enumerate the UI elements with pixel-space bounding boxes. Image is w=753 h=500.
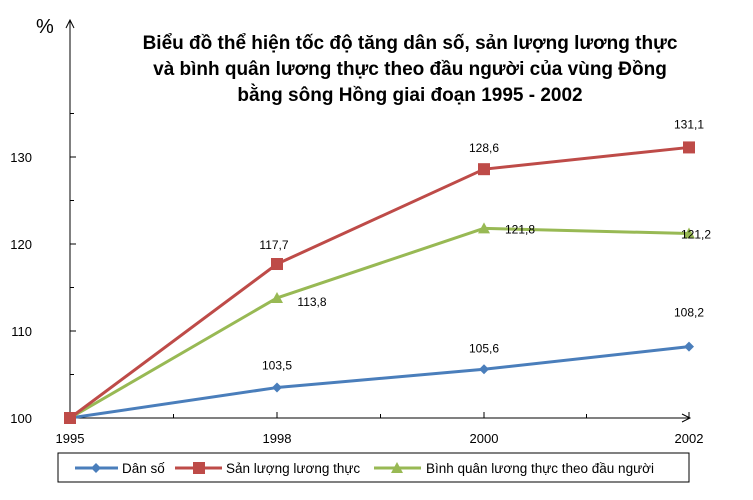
- data-label: 121,2: [681, 228, 711, 242]
- legend-box: [57, 452, 690, 483]
- series-line: [69, 345, 690, 420]
- series-line: [69, 226, 690, 420]
- y-tick-label: 100: [10, 411, 32, 426]
- series-0: [65, 341, 694, 423]
- data-label: 131,1: [674, 117, 704, 131]
- data-label: 108,2: [674, 306, 704, 320]
- chart-title-line-3: bằng sông Hồng giai đoạn 1995 - 2002: [237, 84, 582, 106]
- legend-label: Bình quân lương thực theo đầu người: [426, 461, 654, 476]
- legend-marker: [91, 463, 101, 473]
- legend-item-2: Bình quân lương thực theo đầu người: [374, 461, 654, 476]
- data-point: [683, 227, 695, 239]
- chart-title-line-1: Biểu đồ thể hiện tốc độ tăng dân số, sản…: [143, 33, 678, 54]
- data-point: [479, 364, 489, 375]
- x-tick-label: 2000: [470, 431, 499, 446]
- data-labels: 103,5 105,6 108,2 117,7 128,6 131,1 113,8 121,8…: [259, 117, 711, 372]
- legend-label: Dân số: [122, 461, 165, 476]
- data-point: [272, 382, 282, 393]
- y-tick-label: 130: [10, 150, 32, 165]
- x-tick-label: 2002: [675, 431, 704, 446]
- series-layer: [64, 141, 695, 424]
- data-label: 117,7: [259, 238, 288, 252]
- data-point: [478, 222, 490, 234]
- data-point: [684, 341, 694, 352]
- y-axis-unit: %: [36, 16, 54, 38]
- axes: 100 110 120 130 1995 1998 2000 2002: [10, 18, 704, 446]
- legend-marker: [391, 462, 403, 473]
- data-label: 113,8: [297, 295, 326, 309]
- x-axis-arrow: [681, 413, 692, 423]
- series-2: [64, 222, 695, 423]
- series-1: [64, 141, 695, 424]
- legend-item-1: Sản lượng lương thực: [175, 461, 360, 476]
- y-tick-label: 110: [11, 324, 32, 339]
- legend: Dân số Sản lượng lương thực Bình quân lươn…: [57, 452, 690, 483]
- data-label: 105,6: [469, 341, 499, 355]
- legend-item-0: Dân số: [75, 461, 165, 476]
- data-point: [271, 258, 283, 271]
- data-point: [271, 291, 283, 303]
- legend-label: Sản lượng lương thực: [226, 461, 360, 476]
- data-label: 103,5: [262, 359, 292, 373]
- data-label: 128,6: [469, 141, 499, 155]
- chart-title: Biểu đồ thể hiện tốc độ tăng dân số, sản…: [143, 33, 678, 106]
- data-point: [683, 141, 695, 154]
- y-tick-label: 120: [10, 237, 32, 252]
- series-line: [69, 145, 690, 420]
- legend-marker: [193, 462, 205, 474]
- data-point: [64, 412, 76, 424]
- x-tick-label: 1995: [56, 431, 85, 446]
- y-axis-arrow: [65, 18, 75, 29]
- chart-title-line-2: và bình quân lương thực theo đầu người c…: [153, 59, 667, 80]
- data-label: 121,8: [505, 222, 535, 236]
- x-tick-label: 1998: [263, 431, 292, 446]
- data-point: [478, 163, 490, 176]
